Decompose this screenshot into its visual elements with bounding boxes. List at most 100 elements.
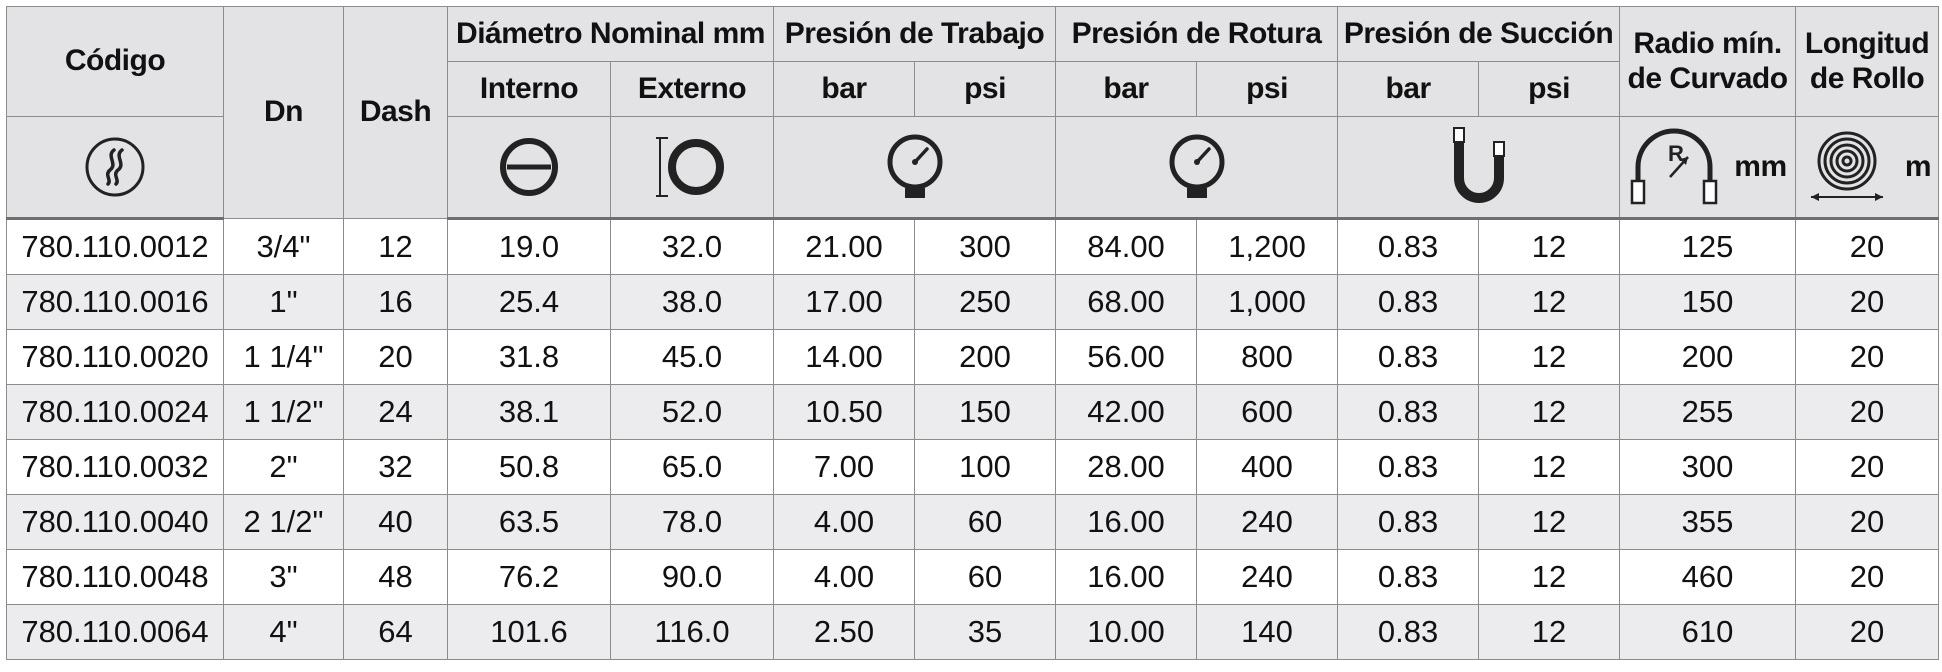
cell-succion-psi: 12 — [1478, 494, 1621, 550]
cell-externo: 90.0 — [610, 549, 774, 605]
table-header: Código Dn Dash Diámetro Nominal mm Presi… — [6, 6, 1940, 220]
cell-trabajo-psi: 150 — [913, 384, 1057, 440]
cell-interno: 25.4 — [447, 274, 611, 330]
cell-codigo: 780.110.0048 — [6, 549, 224, 605]
u-tube-vacuum-icon — [1452, 127, 1505, 203]
header-longitud-rollo: Longitud de Rollo — [1795, 6, 1940, 117]
cell-trabajo-psi: 250 — [913, 274, 1057, 330]
header-succion-bar: bar — [1337, 61, 1480, 117]
cell-dash: 64 — [343, 604, 448, 660]
cell-succion-psi: 12 — [1478, 604, 1621, 660]
cell-rotura-bar: 42.00 — [1055, 384, 1198, 440]
burst-pressure-gauge-icon — [1169, 134, 1225, 198]
cell-dn: 1 1/4" — [223, 329, 344, 385]
cell-codigo: 780.110.0064 — [6, 604, 224, 660]
cell-succion-psi: 12 — [1478, 274, 1621, 330]
cell-trabajo-bar: 7.00 — [773, 439, 915, 495]
cell-dn: 2" — [223, 439, 344, 495]
header-interno: Interno — [447, 61, 611, 117]
cell-dash: 48 — [343, 549, 448, 605]
cell-dn: 1" — [223, 274, 344, 330]
header-rotura-icon-cell — [1055, 116, 1339, 220]
cell-radio: 125 — [1619, 218, 1797, 275]
cell-interno: 76.2 — [447, 549, 611, 605]
header-rotura-bar: bar — [1055, 61, 1198, 117]
cell-rotura-bar: 56.00 — [1055, 329, 1198, 385]
radio-unit: mm — [1734, 149, 1787, 183]
cell-trabajo-psi: 60 — [913, 494, 1057, 550]
cell-longitud: 20 — [1795, 384, 1940, 440]
cell-succion-bar: 0.83 — [1337, 494, 1480, 550]
table-row: 780.110.0016 1" 16 25.4 38.0 17.00 250 68.00 1,0… — [6, 274, 1940, 330]
pressure-gauge-icon — [887, 134, 942, 198]
header-presion-trabajo: Presión de Trabajo — [772, 6, 1057, 62]
cell-radio: 200 — [1619, 329, 1797, 385]
cell-trabajo-bar: 21.00 — [773, 218, 915, 275]
cell-longitud: 20 — [1795, 604, 1940, 660]
cell-trabajo-bar: 17.00 — [773, 274, 915, 330]
cell-longitud: 20 — [1795, 549, 1940, 605]
cell-dn: 1 1/2" — [223, 384, 344, 440]
cell-externo: 65.0 — [610, 439, 774, 495]
header-longitud-icon-cell: m — [1795, 116, 1940, 220]
header-longitud-line1: Longitud — [1804, 27, 1930, 60]
cell-trabajo-psi: 300 — [913, 218, 1057, 275]
cell-succion-bar: 0.83 — [1337, 439, 1480, 495]
cell-dn: 2 1/2" — [223, 494, 344, 550]
cell-externo: 52.0 — [610, 384, 774, 440]
header-trabajo-psi: psi — [913, 61, 1057, 117]
header-radio-icon-cell: R mm — [1619, 116, 1797, 220]
cell-externo: 116.0 — [610, 604, 774, 660]
header-diametro-nominal: Diámetro Nominal mm — [447, 6, 774, 62]
cell-succion-psi: 12 — [1478, 329, 1621, 385]
cell-externo: 32.0 — [610, 218, 774, 275]
cell-dash: 32 — [343, 439, 448, 495]
cell-interno: 50.8 — [447, 439, 611, 495]
hose-spec-table: Código Dn Dash Diámetro Nominal mm Presi… — [6, 6, 1940, 660]
cell-rotura-psi: 600 — [1196, 384, 1339, 440]
cell-longitud: 20 — [1795, 439, 1940, 495]
cell-rotura-psi: 1,000 — [1196, 274, 1339, 330]
header-succion-psi: psi — [1478, 61, 1621, 117]
cell-dash: 16 — [343, 274, 448, 330]
cell-trabajo-bar: 2.50 — [773, 604, 915, 660]
cell-trabajo-bar: 4.00 — [773, 494, 915, 550]
cell-codigo: 780.110.0032 — [6, 439, 224, 495]
cell-rotura-bar: 28.00 — [1055, 439, 1198, 495]
cell-dash: 20 — [343, 329, 448, 385]
header-trabajo-bar: bar — [773, 61, 915, 117]
cell-succion-bar: 0.83 — [1337, 384, 1480, 440]
bend-radius-icon: R — [1631, 128, 1718, 205]
header-codigo-icon-cell — [6, 116, 224, 220]
cell-codigo: 780.110.0040 — [6, 494, 224, 550]
cell-rotura-bar: 10.00 — [1055, 604, 1198, 660]
cell-longitud: 20 — [1795, 494, 1940, 550]
cell-dn: 3/4" — [223, 218, 344, 275]
header-interno-icon-cell — [447, 116, 611, 220]
cell-codigo: 780.110.0020 — [6, 329, 224, 385]
header-longitud-line2: de Rollo — [1809, 61, 1925, 95]
cell-radio: 610 — [1619, 604, 1797, 660]
table-body: 780.110.0012 3/4" 12 19.0 32.0 21.00 300 84.00 1… — [6, 218, 1940, 660]
header-rotura-psi: psi — [1196, 61, 1339, 117]
coil-length-icon — [1811, 131, 1884, 201]
cell-longitud: 20 — [1795, 218, 1940, 275]
cell-radio: 460 — [1619, 549, 1797, 605]
cell-rotura-psi: 1,200 — [1196, 218, 1339, 275]
header-externo-icon-cell — [610, 116, 774, 220]
cell-trabajo-bar: 10.50 — [773, 384, 915, 440]
header-presion-succion: Presión de Succión — [1337, 6, 1621, 62]
header-radio-curvado: Radio mín. de Curvado — [1619, 6, 1797, 117]
cell-succion-bar: 0.83 — [1337, 274, 1480, 330]
cell-rotura-psi: 140 — [1196, 604, 1339, 660]
cell-interno: 63.5 — [447, 494, 611, 550]
cell-radio: 355 — [1619, 494, 1797, 550]
cell-externo: 38.0 — [610, 274, 774, 330]
cell-rotura-bar: 16.00 — [1055, 549, 1198, 605]
spec-table-container: Código Dn Dash Diámetro Nominal mm Presi… — [6, 6, 1940, 660]
cell-radio: 300 — [1619, 439, 1797, 495]
header-radio-line2: de Curvado — [1627, 61, 1789, 95]
header-presion-rotura: Presión de Rotura — [1055, 6, 1339, 62]
cell-succion-bar: 0.83 — [1337, 604, 1480, 660]
table-row: 780.110.0012 3/4" 12 19.0 32.0 21.00 300 84.00 1… — [6, 218, 1940, 275]
